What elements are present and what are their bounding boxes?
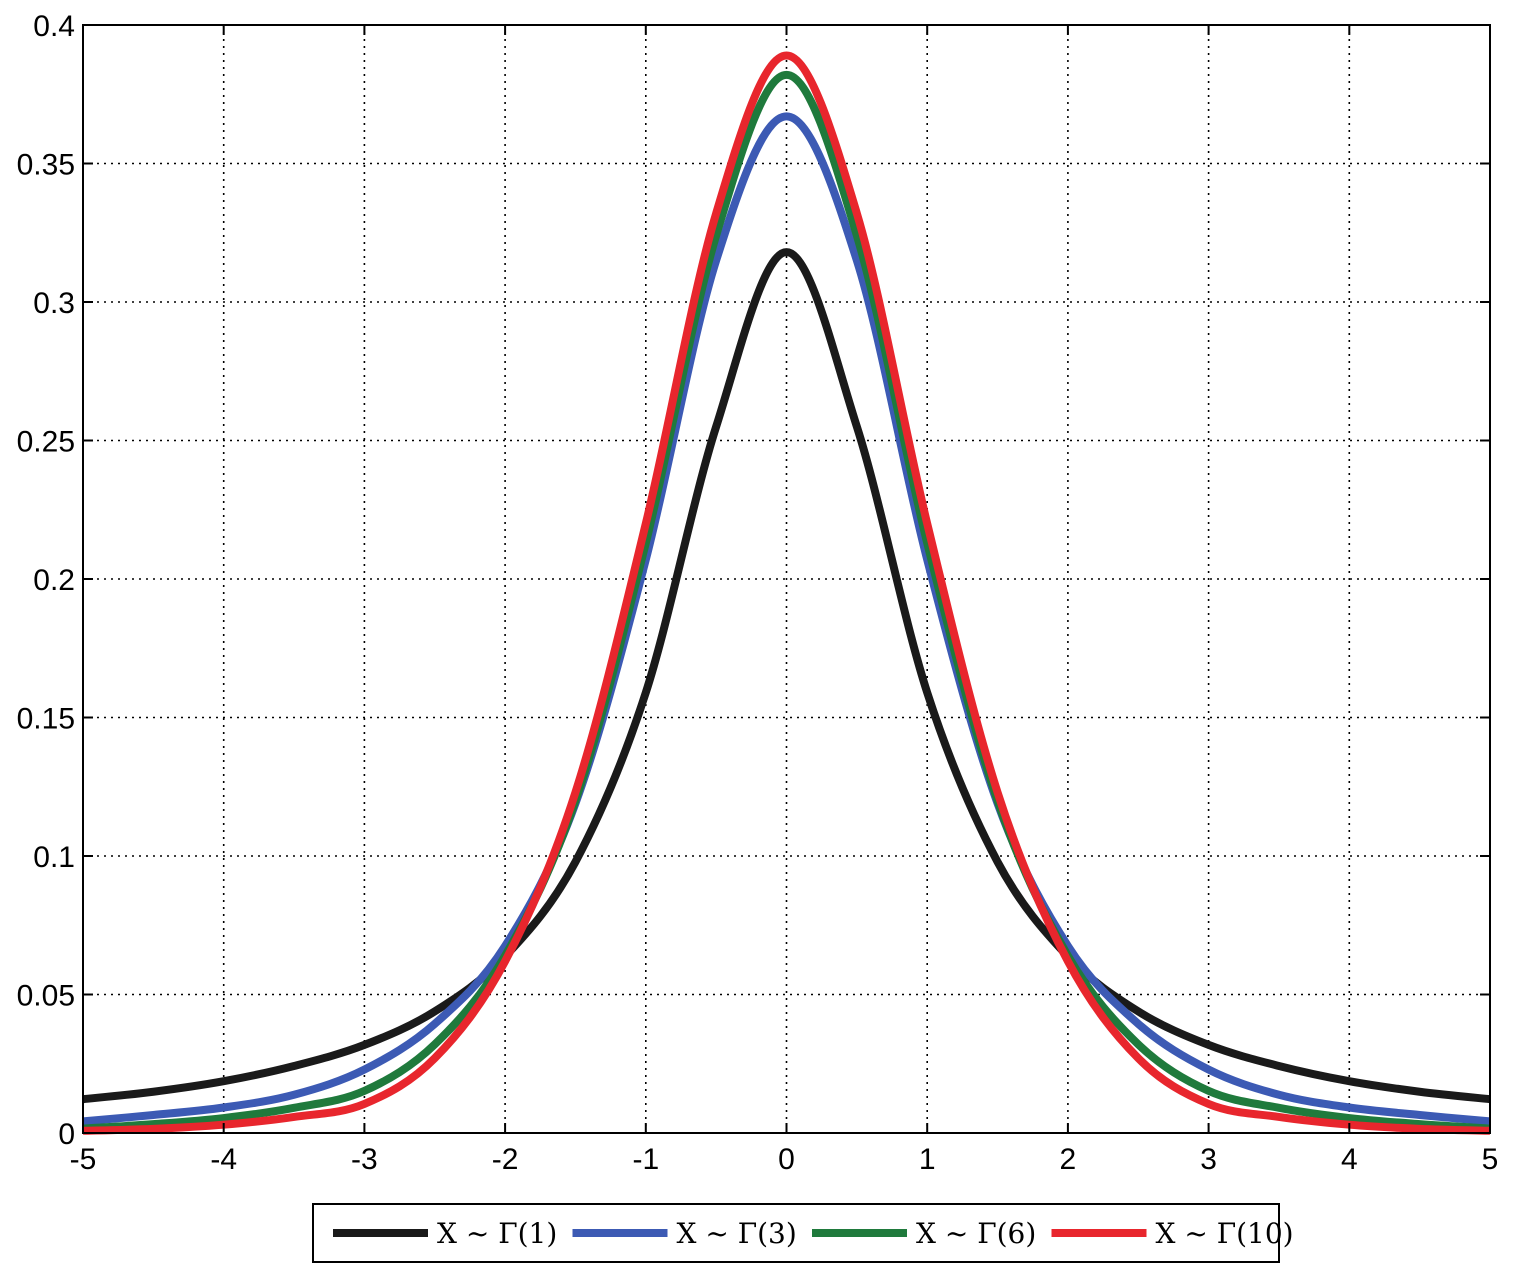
y-tick-label: 0	[58, 1118, 75, 1151]
x-tick-label: 3	[1200, 1143, 1217, 1176]
series-lines	[82, 51, 1491, 1135]
y-tick-label: 0.15	[17, 703, 75, 736]
grid	[83, 25, 1490, 1133]
x-tick-label: 5	[1482, 1143, 1499, 1176]
x-tick-label: 4	[1341, 1143, 1358, 1176]
y-tick-label: 0.4	[33, 10, 75, 43]
x-tick-label: 2	[1060, 1143, 1077, 1176]
x-tick-label: -2	[492, 1143, 519, 1176]
legend: X ~ Γ(1) X ~ Γ(3) X ~ Γ(6) X ~ Γ(10)	[312, 1203, 1294, 1263]
legend-label-1: X ~ Γ(1)	[437, 1217, 557, 1250]
y-tick-label: 0.35	[17, 149, 75, 182]
legend-label-2: X ~ Γ(3)	[677, 1217, 797, 1250]
y-tick-label: 0.05	[17, 980, 75, 1013]
series-line-3	[82, 70, 1491, 1133]
x-tick-label: 1	[919, 1143, 936, 1176]
x-tick-label: 0	[778, 1143, 795, 1176]
axis-ticks: -5 -4 -3 -2 -1 0 1 2 3 4 5 0 0.05 0.1 0.15 0.2 0.25 0.3 0.…	[17, 10, 1499, 1176]
y-tick-label: 0.3	[33, 287, 75, 320]
legend-label-4: X ~ Γ(10)	[1156, 1217, 1294, 1250]
series-line-2	[82, 112, 1491, 1126]
y-tick-label: 0.2	[33, 564, 75, 597]
x-tick-label: -4	[210, 1143, 237, 1176]
x-tick-label: -5	[70, 1143, 97, 1176]
x-tick-label: -1	[632, 1143, 659, 1176]
series-line-1	[82, 248, 1491, 1104]
series-line-4	[82, 51, 1491, 1135]
y-tick-label: 0.1	[33, 841, 75, 874]
y-tick-label: 0.25	[17, 426, 75, 459]
legend-label-3: X ~ Γ(6)	[916, 1217, 1036, 1250]
x-tick-label: -3	[351, 1143, 378, 1176]
